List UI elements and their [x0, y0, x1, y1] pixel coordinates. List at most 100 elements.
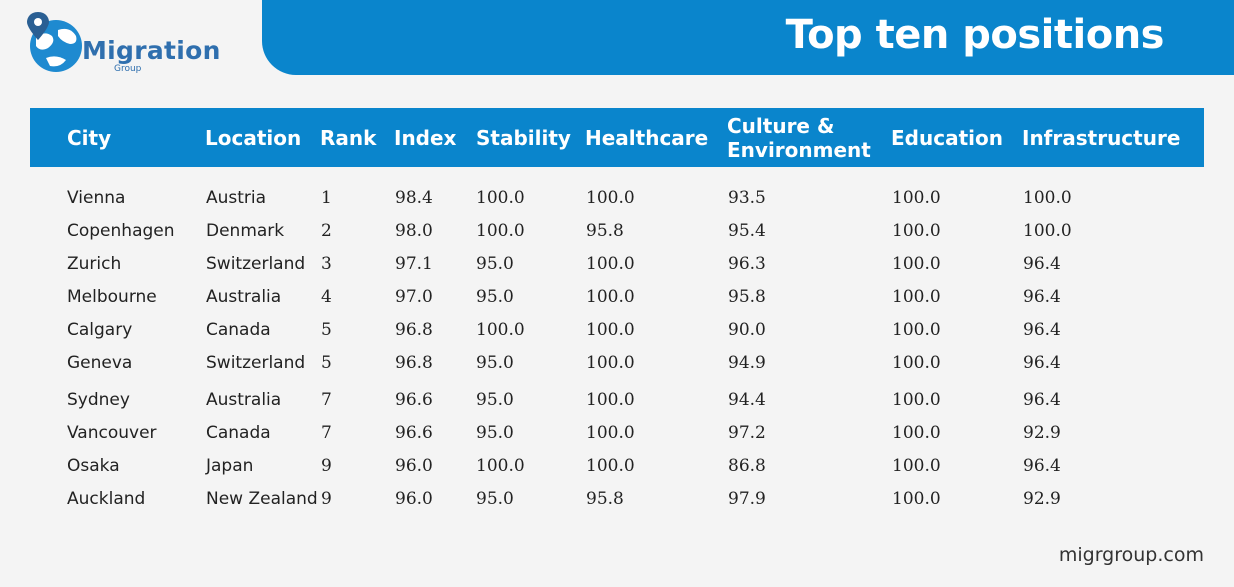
cell-infrastructure: 96.4 [1023, 353, 1061, 373]
cell-index: 96.0 [395, 456, 433, 476]
cell-index: 96.6 [395, 423, 433, 443]
cell-infrastructure: 96.4 [1023, 390, 1061, 410]
cell-education: 100.0 [892, 423, 941, 443]
cell-healthcare: 100.0 [586, 456, 635, 476]
column-header-city: City [67, 126, 112, 150]
cell-location: Switzerland [206, 353, 306, 373]
cell-culture-environment: 90.0 [728, 320, 766, 340]
cell-infrastructure: 96.4 [1023, 320, 1061, 340]
cell-rank: 5 [321, 353, 332, 373]
cell-stability: 95.0 [476, 287, 514, 307]
cell-index: 96.0 [395, 489, 433, 509]
cell-city: Melbourne [67, 287, 157, 307]
column-header-culture-environment: Culture & Environment [727, 114, 871, 162]
website-url: migrgroup.com [1058, 544, 1204, 566]
table-row: Vancouver Canada 7 96.6 95.0 100.0 97.2 100.0 92… [30, 419, 1204, 449]
cell-location: Denmark [206, 221, 285, 241]
cell-location: Canada [206, 320, 271, 340]
column-header-index: Index [394, 126, 457, 150]
cell-rank: 9 [321, 489, 332, 509]
cell-rank: 4 [321, 287, 332, 307]
cell-city: Zurich [67, 254, 122, 274]
cell-healthcare: 95.8 [586, 489, 624, 509]
cell-city: Calgary [67, 320, 133, 340]
table-row: Melbourne Australia 4 97.0 95.0 100.0 95.8 100.… [30, 283, 1204, 313]
globe-pin-icon [27, 12, 82, 72]
cell-location: Austria [206, 188, 267, 208]
cell-city: Geneva [67, 353, 133, 373]
logo-name: Migration [82, 36, 221, 65]
cell-city: Vancouver [67, 423, 157, 443]
table-row: Zurich Switzerland 3 97.1 95.0 100.0 96.3 100.0… [30, 250, 1204, 280]
table-row: Copenhagen Denmark 2 98.0 100.0 95.8 95.4 100.0… [30, 217, 1204, 247]
cell-healthcare: 100.0 [586, 390, 635, 410]
cell-index: 97.1 [395, 254, 433, 274]
cell-location: Australia [206, 287, 282, 307]
cell-healthcare: 100.0 [586, 353, 635, 373]
cell-location: Australia [206, 390, 282, 410]
cell-stability: 100.0 [476, 456, 525, 476]
column-header-healthcare: Healthcare [585, 126, 709, 150]
cell-stability: 95.0 [476, 353, 514, 373]
cell-stability: 100.0 [476, 221, 525, 241]
cell-infrastructure: 100.0 [1023, 221, 1072, 241]
cell-healthcare: 100.0 [586, 188, 635, 208]
cell-education: 100.0 [892, 287, 941, 307]
logo-sub: Group [114, 64, 142, 74]
cell-city: Sydney [67, 390, 130, 410]
table-row: Vienna Austria 1 98.4 100.0 100.0 93.5 100.0 100… [30, 184, 1204, 214]
cell-healthcare: 100.0 [586, 320, 635, 340]
cell-index: 96.8 [395, 320, 433, 340]
cell-infrastructure: 96.4 [1023, 254, 1061, 274]
cell-infrastructure: 92.9 [1023, 423, 1061, 443]
table-header: City Location Rank Index Stability Healt… [30, 108, 1204, 167]
cell-culture-environment: 95.8 [728, 287, 766, 307]
cell-rank: 9 [321, 456, 332, 476]
cell-education: 100.0 [892, 221, 941, 241]
cell-rank: 5 [321, 320, 332, 340]
column-header-location: Location [205, 126, 302, 150]
cell-healthcare: 100.0 [586, 287, 635, 307]
cell-rank: 7 [321, 423, 332, 443]
cell-rank: 7 [321, 390, 332, 410]
cell-rank: 2 [321, 221, 332, 241]
cell-culture-environment: 97.9 [728, 489, 766, 509]
cell-culture-environment: 94.4 [728, 390, 766, 410]
cell-index: 96.6 [395, 390, 433, 410]
cell-healthcare: 100.0 [586, 254, 635, 274]
cell-stability: 95.0 [476, 489, 514, 509]
cell-infrastructure: 100.0 [1023, 188, 1072, 208]
cell-stability: 100.0 [476, 320, 525, 340]
cell-education: 100.0 [892, 456, 941, 476]
cell-education: 100.0 [892, 254, 941, 274]
cell-culture-environment: 93.5 [728, 188, 766, 208]
cell-index: 97.0 [395, 287, 433, 307]
cell-education: 100.0 [892, 390, 941, 410]
cell-index: 98.4 [395, 188, 433, 208]
cell-healthcare: 95.8 [586, 221, 624, 241]
cell-location: Japan [206, 456, 254, 476]
cell-stability: 95.0 [476, 423, 514, 443]
cell-stability: 95.0 [476, 254, 514, 274]
cell-culture-environment: 86.8 [728, 456, 766, 476]
cell-education: 100.0 [892, 320, 941, 340]
cell-city: Copenhagen [67, 221, 175, 241]
cell-culture-environment: 96.3 [728, 254, 766, 274]
cell-city: Auckland [67, 489, 146, 509]
page-title: Top ten positions [785, 12, 1165, 58]
cell-healthcare: 100.0 [586, 423, 635, 443]
table-row: Osaka Japan 9 96.0 100.0 100.0 86.8 100.0 96.4 [30, 452, 1204, 482]
column-header-stability: Stability [476, 126, 571, 150]
cell-culture-environment: 97.2 [728, 423, 766, 443]
cell-culture-environment: 95.4 [728, 221, 766, 241]
column-header-rank: Rank [320, 126, 377, 150]
cell-location: New Zealand [206, 489, 318, 509]
cell-education: 100.0 [892, 489, 941, 509]
cell-culture-environment: 94.9 [728, 353, 766, 373]
cell-infrastructure: 96.4 [1023, 456, 1061, 476]
column-header-education: Education [891, 126, 1003, 150]
table-row: Auckland New Zealand 9 96.0 95.0 95.8 97.9 100.… [30, 485, 1204, 515]
cell-education: 100.0 [892, 188, 941, 208]
table-row: Calgary Canada 5 96.8 100.0 100.0 90.0 100.0 96.… [30, 316, 1204, 346]
cell-index: 96.8 [395, 353, 433, 373]
